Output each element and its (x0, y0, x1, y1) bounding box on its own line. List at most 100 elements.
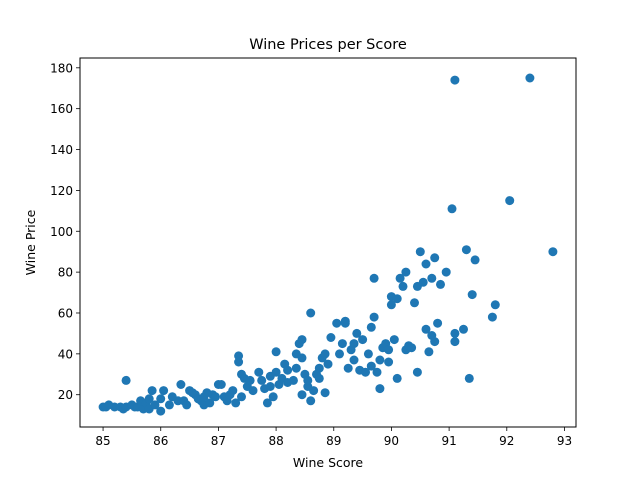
x-tick-label: 86 (153, 434, 168, 448)
data-point-112 (384, 357, 394, 367)
y-axis-label: Wine Price (23, 209, 38, 275)
data-point-130 (421, 324, 431, 334)
data-point-140 (450, 328, 460, 338)
data-point-104 (369, 312, 379, 322)
data-point-44 (231, 398, 241, 408)
data-point-71 (297, 335, 307, 345)
data-point-46 (234, 357, 244, 367)
data-point-147 (470, 255, 480, 265)
data-point-59 (268, 392, 278, 402)
y-tick-label: 100 (50, 225, 73, 239)
data-point-48 (237, 392, 246, 402)
data-point-39 (216, 380, 226, 389)
data-point-56 (262, 398, 272, 408)
data-point-134 (430, 337, 440, 347)
x-axis-ticks: 85 86 87 88 89 90 91 92 93 (95, 427, 572, 448)
x-tick-label: 90 (384, 434, 399, 448)
data-point-68 (291, 363, 301, 373)
data-point-103 (366, 322, 376, 332)
data-point-149 (490, 300, 500, 310)
data-point-115 (389, 335, 399, 345)
y-tick-label: 60 (58, 306, 73, 320)
data-point-135 (430, 253, 440, 263)
data-point-53 (254, 367, 264, 377)
data-point-145 (464, 373, 474, 383)
data-point-148 (487, 312, 497, 322)
data-point-51 (245, 375, 255, 385)
data-point-97 (352, 328, 362, 338)
y-tick-label: 40 (58, 347, 73, 361)
data-point-21 (164, 400, 174, 410)
data-point-17 (150, 400, 160, 410)
data-point-141 (450, 337, 460, 347)
data-point-24 (176, 380, 186, 389)
data-points (98, 73, 558, 416)
data-point-79 (309, 386, 319, 396)
data-point-15 (144, 394, 154, 404)
data-point-100 (361, 367, 370, 377)
data-point-90 (337, 339, 347, 349)
x-tick-label: 89 (326, 434, 341, 448)
data-point-37 (211, 392, 220, 402)
chart-title: Wine Prices per Score (249, 37, 407, 53)
y-tick-label: 140 (50, 143, 73, 157)
data-point-106 (372, 367, 382, 377)
data-point-108 (375, 384, 385, 394)
data-point-146 (467, 290, 477, 300)
data-point-92 (340, 316, 350, 326)
data-point-65 (283, 365, 293, 375)
data-point-77 (306, 308, 316, 318)
data-point-102 (366, 361, 376, 371)
data-point-26 (182, 400, 192, 410)
data-point-136 (433, 318, 443, 328)
data-point-137 (436, 279, 445, 289)
data-point-95 (349, 355, 359, 365)
data-point-76 (303, 375, 313, 385)
data-point-86 (323, 359, 333, 369)
data-point-152 (548, 247, 558, 257)
data-point-87 (326, 333, 336, 342)
data-point-43 (228, 386, 238, 396)
data-point-143 (459, 324, 468, 334)
data-point-127 (415, 247, 425, 257)
data-point-19 (156, 394, 166, 404)
x-tick-label: 91 (441, 434, 456, 448)
data-point-129 (421, 259, 431, 269)
data-point-116 (392, 373, 402, 383)
data-point-73 (297, 390, 307, 400)
data-point-67 (288, 375, 298, 385)
data-point-35 (205, 398, 215, 408)
data-point-89 (335, 349, 344, 359)
data-point-139 (447, 204, 457, 214)
data-point-61 (271, 367, 281, 377)
data-point-128 (418, 277, 428, 287)
data-point-93 (343, 363, 353, 373)
y-tick-label: 20 (58, 388, 73, 402)
data-point-18 (156, 406, 166, 416)
data-point-151 (525, 73, 535, 83)
data-point-105 (369, 273, 379, 283)
data-point-82 (314, 363, 324, 373)
y-tick-label: 180 (50, 61, 73, 75)
plot-area-frame (79, 57, 577, 428)
data-point-60 (271, 347, 281, 357)
data-point-101 (363, 349, 373, 359)
data-point-138 (441, 267, 451, 277)
data-point-54 (257, 375, 267, 385)
data-point-124 (410, 298, 419, 308)
data-point-150 (505, 196, 515, 206)
x-tick-label: 85 (95, 434, 110, 448)
data-point-131 (424, 347, 434, 357)
data-point-20 (159, 386, 169, 396)
data-point-119 (398, 281, 408, 291)
data-point-78 (306, 396, 316, 406)
data-point-72 (297, 353, 307, 363)
data-point-144 (461, 245, 471, 255)
y-tick-label: 120 (50, 184, 73, 198)
data-point-7 (121, 375, 131, 385)
data-point-117 (392, 294, 402, 304)
data-point-120 (401, 267, 411, 277)
x-axis-label: Wine Score (293, 455, 363, 470)
y-tick-label: 160 (50, 102, 73, 116)
